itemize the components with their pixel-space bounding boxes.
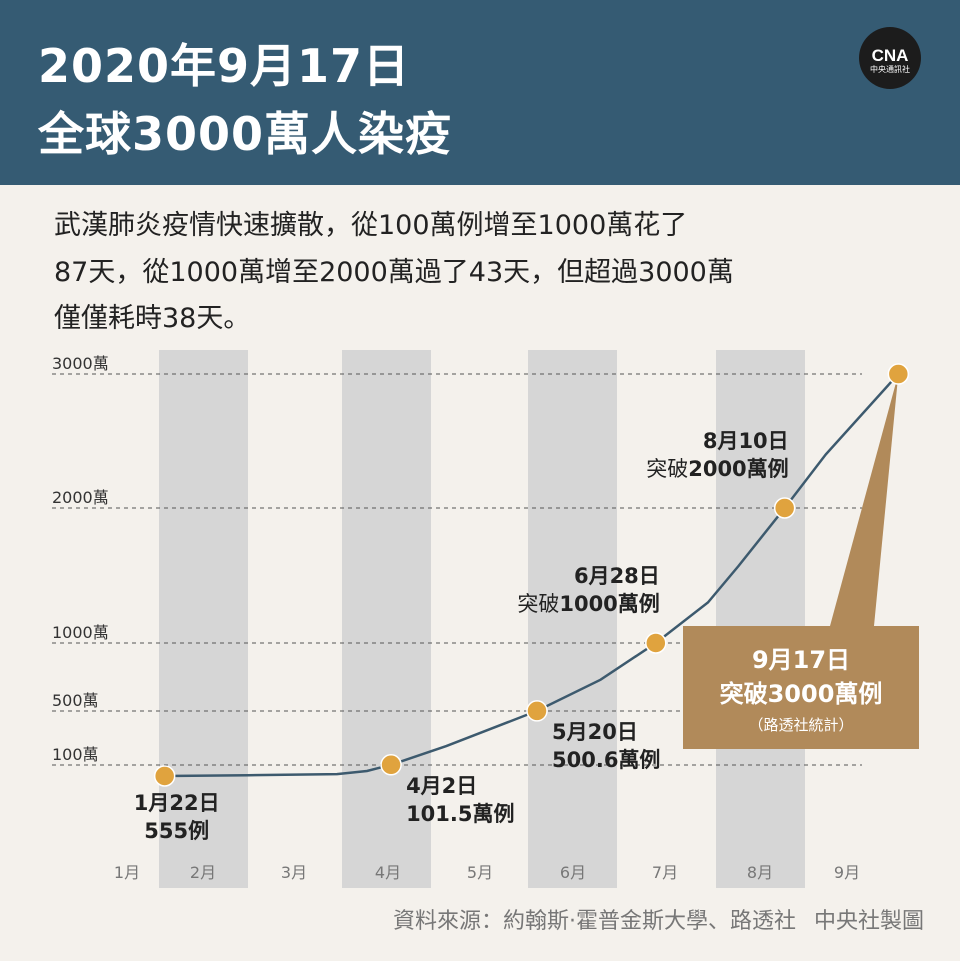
x-tick-label: 6月 <box>560 863 586 882</box>
data-marker <box>773 497 796 519</box>
data-marker <box>526 700 548 722</box>
header-banner: 2020年9月17日 全球3000萬人染疫 CNA 中央通訊社 <box>0 0 960 185</box>
source-credit: 中央社製圖 <box>813 909 924 934</box>
annotation-date: 8月10日 <box>703 429 789 453</box>
callout-source: （路透社統計） <box>748 716 853 734</box>
annotation-value: 突破2000萬例 <box>646 457 788 481</box>
source-text: 資料來源：約翰斯·霍普金斯大學、路透社 <box>392 909 796 934</box>
y-tick-label: 500萬 <box>52 691 99 710</box>
annotation-prefix: 突破 <box>517 592 559 616</box>
title-date: 2020年9月17日 <box>38 39 411 93</box>
annotation-count: 500.6萬例 <box>552 748 660 772</box>
y-tick-label: 100萬 <box>52 745 99 764</box>
annotation-date: 6月28日 <box>574 564 660 588</box>
annotation-date: 1月22日 <box>134 791 220 815</box>
cna-logo-icon: CNA <box>859 27 921 89</box>
x-tick-label: 5月 <box>467 863 493 882</box>
y-tick-label: 3000萬 <box>52 354 109 373</box>
logo-subtitle: 中央通訊社 <box>870 65 910 74</box>
annotation-date: 5月20日 <box>552 720 638 744</box>
annotation-count: 1000萬例 <box>559 592 659 616</box>
description-line-1: 武漢肺炎疫情快速擴散，從100萬例增至1000萬花了 <box>54 210 688 241</box>
y-tick-label: 1000萬 <box>52 623 109 642</box>
callout-box <box>683 626 919 749</box>
source-note: 資料來源：約翰斯·霍普金斯大學、路透社 中央社製圖 <box>375 903 924 935</box>
series-line <box>164 373 900 778</box>
callout-pointer <box>830 374 899 626</box>
annotation-prefix: 突破 <box>646 457 688 481</box>
annotation-value: 555例 <box>144 819 209 843</box>
annotation-count: 555例 <box>144 819 209 843</box>
month-band-8 <box>716 350 805 888</box>
x-tick-label: 2月 <box>190 863 216 882</box>
data-marker <box>153 765 176 787</box>
description-line-2: 87天，從1000萬增至2000萬過了43天，但超過3000萬 <box>54 257 734 288</box>
data-marker <box>645 632 667 654</box>
month-band-4 <box>342 350 431 888</box>
title-headline: 全球3000萬人染疫 <box>38 107 453 161</box>
logo-text: CNA <box>872 46 909 65</box>
x-tick-label: 3月 <box>281 863 307 882</box>
annotation-count: 101.5萬例 <box>406 802 514 826</box>
x-tick-label: 8月 <box>747 863 773 882</box>
data-marker <box>380 754 402 776</box>
x-tick-label: 1月 <box>114 863 140 882</box>
annotation-date: 4月2日 <box>406 774 477 798</box>
annotation-value: 突破1000萬例 <box>517 592 659 616</box>
callout-date: 9月17日 <box>752 646 850 674</box>
description-line-3: 僅僅耗時38天。 <box>54 303 251 334</box>
month-band-6 <box>528 350 617 888</box>
x-tick-label: 4月 <box>375 863 401 882</box>
annotation-value: 101.5萬例 <box>406 802 514 826</box>
annotation-count: 2000萬例 <box>688 457 788 481</box>
y-tick-label: 2000萬 <box>52 488 109 507</box>
x-tick-label: 7月 <box>652 863 678 882</box>
data-marker <box>887 363 910 385</box>
x-tick-label: 9月 <box>834 863 860 882</box>
annotation-value: 500.6萬例 <box>552 748 660 772</box>
month-band-2 <box>159 350 248 888</box>
callout-value: 突破3000萬例 <box>720 680 883 708</box>
